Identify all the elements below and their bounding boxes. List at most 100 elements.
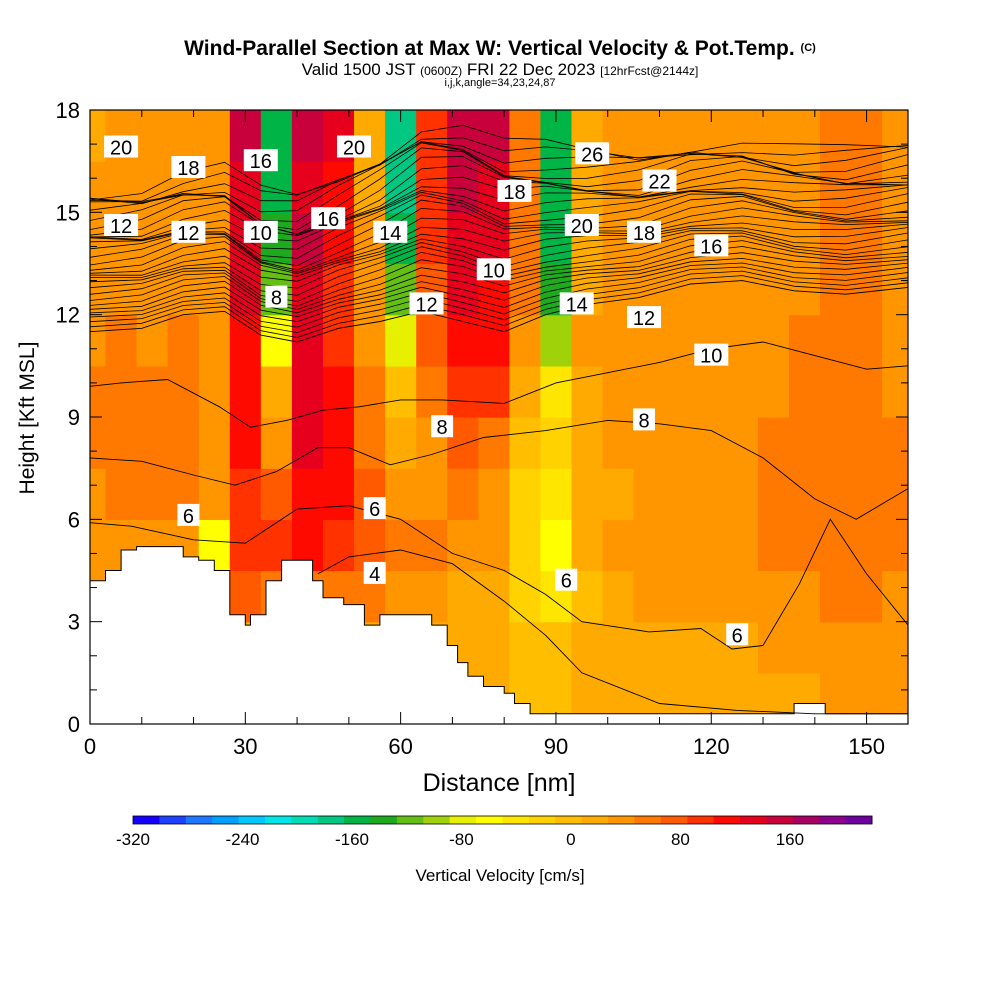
- contour-label: 18: [177, 158, 199, 180]
- y-axis-title: Height [Kft MSL]: [16, 342, 39, 495]
- velocity-cell: [291, 468, 324, 520]
- contour-label-box: [575, 142, 610, 165]
- velocity-cell: [820, 161, 852, 213]
- contour-label-box: [642, 169, 677, 192]
- contour-label: 10: [483, 260, 505, 282]
- velocity-cell: [602, 519, 635, 572]
- velocity-cell: [820, 110, 852, 162]
- velocity-cell: [167, 417, 200, 469]
- theta-contour-line: [317, 549, 908, 715]
- velocity-cell: [571, 468, 604, 520]
- velocity-cell: [509, 417, 542, 469]
- velocity-cell: [882, 110, 908, 162]
- velocity-cell: [509, 365, 542, 418]
- velocity-cell: [820, 570, 852, 623]
- colorbar-label: Vertical Velocity [cm/s]: [415, 866, 584, 885]
- contour-label: 12: [110, 216, 132, 238]
- velocity-cell: [633, 468, 666, 520]
- colorbar-swatch: [528, 816, 556, 824]
- velocity-cell: [664, 212, 697, 265]
- velocity-cell: [478, 570, 510, 623]
- x-tick-label: 90: [544, 734, 568, 759]
- velocity-cell: [726, 314, 759, 367]
- contour-label-box: [104, 214, 139, 236]
- velocity-cell: [695, 519, 728, 572]
- velocity-cell: [788, 161, 821, 213]
- chart-title: Wind-Parallel Section at Max W: Vertical…: [0, 35, 1000, 62]
- velocity-cell: [726, 570, 759, 623]
- velocity-cell: [105, 468, 138, 520]
- velocity-cell: [291, 110, 324, 162]
- velocity-cell: [851, 365, 883, 418]
- velocity-cell: [447, 468, 479, 520]
- colorbar-swatch: [317, 816, 345, 824]
- theta-contour-line: [90, 141, 908, 205]
- velocity-cell: [167, 314, 200, 367]
- velocity-cell: [571, 621, 604, 674]
- velocity-cell: [602, 570, 635, 623]
- theta-contour-line: [90, 232, 908, 296]
- y-tick-label: 6: [68, 507, 80, 532]
- theta-contour-line: [90, 137, 908, 202]
- velocity-cell: [198, 110, 231, 162]
- velocity-cell: [167, 110, 200, 162]
- velocity-cell: [291, 365, 324, 418]
- velocity-cell: [540, 468, 573, 520]
- velocity-cell: [788, 468, 821, 520]
- velocity-cell: [540, 519, 573, 572]
- velocity-cell: [478, 621, 510, 674]
- theta-contour-line: [90, 246, 908, 310]
- velocity-cell: [354, 417, 386, 469]
- theta-contour-line: [90, 240, 908, 307]
- velocity-cell: [602, 621, 635, 674]
- velocity-cell: [105, 365, 138, 418]
- colorbar-tick-label: -320: [116, 830, 150, 849]
- velocity-cell: [105, 314, 138, 367]
- velocity-cell: [633, 570, 666, 623]
- theta-contour-line: [90, 156, 908, 235]
- velocity-cell: [478, 314, 510, 367]
- velocity-cell: [478, 110, 510, 162]
- contour-label-box: [633, 408, 655, 431]
- terrain-shape: [90, 546, 908, 724]
- colorbar: -320 -240 -160 -80 0 80 160: [116, 815, 873, 849]
- y-tick-label: 18: [56, 98, 80, 123]
- velocity-cell: [757, 468, 790, 520]
- contour-label-box: [431, 415, 454, 438]
- x-tick-label: 120: [693, 734, 730, 759]
- colorbar-swatch: [159, 816, 187, 824]
- velocity-cell: [757, 263, 790, 316]
- contour-label-box: [373, 220, 408, 243]
- velocity-cell: [229, 519, 262, 572]
- colorbar-swatch: [819, 816, 847, 824]
- velocity-cell: [90, 263, 107, 316]
- theta-contour-line: [90, 200, 908, 271]
- velocity-cell: [820, 365, 852, 418]
- velocity-cell: [851, 570, 883, 623]
- velocity-cell: [385, 468, 417, 520]
- velocity-cell: [291, 263, 324, 316]
- velocity-cell: [198, 365, 231, 418]
- velocity-cell: [664, 468, 697, 520]
- velocity-cell: [509, 468, 542, 520]
- velocity-cell: [478, 417, 510, 469]
- velocity-cell: [695, 621, 728, 674]
- velocity-cell: [757, 314, 790, 367]
- colorbar-swatch: [713, 816, 741, 824]
- forecast-info: [12hrFcst@2144z]: [600, 64, 699, 78]
- velocity-cell: [726, 365, 759, 418]
- velocity-cell: [695, 468, 728, 520]
- theta-contour-line: [90, 270, 908, 334]
- theta-contour-line: [90, 341, 908, 428]
- velocity-cell: [664, 570, 697, 623]
- contour-label-box: [311, 207, 346, 230]
- velocity-cell: [882, 212, 908, 265]
- contour-label: 6: [369, 499, 380, 521]
- velocity-cell: [820, 417, 852, 469]
- contour-label-box: [559, 292, 594, 315]
- colorbar-swatch: [291, 816, 319, 824]
- theta-contour-line: [90, 419, 908, 520]
- velocity-cell: [260, 365, 293, 418]
- y-tick-label: 3: [68, 610, 80, 635]
